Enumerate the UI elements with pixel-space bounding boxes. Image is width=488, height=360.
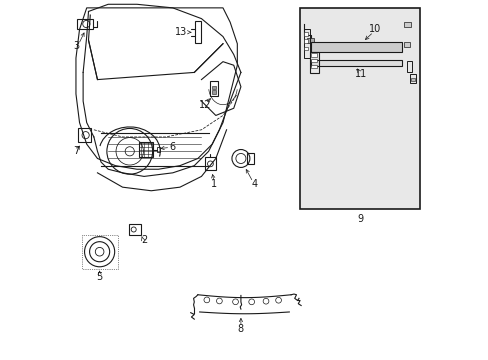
Bar xyxy=(129,225,141,234)
Text: 6: 6 xyxy=(169,142,176,152)
Bar xyxy=(304,32,307,36)
Bar xyxy=(304,40,307,43)
Text: 11: 11 xyxy=(354,69,366,79)
Text: 4: 4 xyxy=(251,179,257,189)
Bar xyxy=(247,153,253,164)
Polygon shape xyxy=(76,8,237,169)
Bar xyxy=(300,8,419,209)
Text: 12: 12 xyxy=(199,100,211,110)
Bar xyxy=(210,81,217,96)
Bar xyxy=(403,22,410,27)
Bar xyxy=(304,46,307,50)
Bar xyxy=(310,53,316,57)
Bar xyxy=(310,59,316,62)
Bar xyxy=(409,74,415,83)
Text: 7: 7 xyxy=(73,146,79,156)
Circle shape xyxy=(84,237,115,267)
Bar xyxy=(156,147,160,152)
Bar xyxy=(204,157,216,170)
Text: 1: 1 xyxy=(210,179,217,189)
Bar xyxy=(303,30,309,58)
Bar xyxy=(306,39,313,42)
Bar xyxy=(403,42,409,47)
Bar xyxy=(310,60,402,66)
Text: 9: 9 xyxy=(356,215,363,224)
Bar xyxy=(309,51,319,73)
Bar xyxy=(211,86,216,89)
Text: 13: 13 xyxy=(175,27,187,37)
Bar xyxy=(81,234,117,269)
Text: 8: 8 xyxy=(237,324,244,334)
Bar xyxy=(310,42,402,52)
Text: 2: 2 xyxy=(141,235,147,245)
Bar xyxy=(77,19,93,30)
Bar xyxy=(410,78,414,81)
Bar xyxy=(78,128,91,142)
Bar xyxy=(139,141,153,157)
Bar xyxy=(211,90,216,94)
Bar xyxy=(195,22,201,43)
Text: 10: 10 xyxy=(368,24,381,35)
Text: 3: 3 xyxy=(74,41,80,50)
Bar xyxy=(406,61,411,72)
Text: 5: 5 xyxy=(96,272,102,282)
Bar xyxy=(310,64,316,68)
